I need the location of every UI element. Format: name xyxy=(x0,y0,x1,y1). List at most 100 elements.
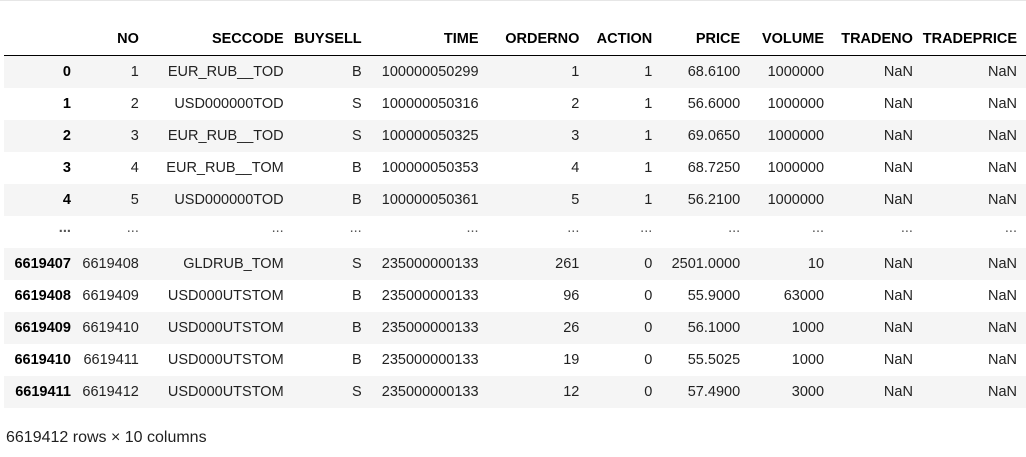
cell-tradeprice: NaN xyxy=(987,128,1017,144)
cell-price: 69.0650 xyxy=(687,128,741,144)
table-row: 2 3 EUR_RUB__TOD S 100000050325 3 1 69.0650 1000… xyxy=(4,120,1026,152)
cell-action: 1 xyxy=(644,64,653,80)
row-index: 6619411 xyxy=(15,384,71,400)
table-row: 6619409 6619410 USD000UTSTOM B 235000000133 2… xyxy=(4,312,1026,344)
cell-tradeprice: NaN xyxy=(987,160,1017,176)
header-buysell: BUYSELL xyxy=(292,24,371,56)
cell-volume: 63000 xyxy=(783,288,825,304)
cell-seccode: USD000000TOD xyxy=(174,96,284,112)
cell-tradeno: ... xyxy=(900,220,913,236)
cell-buysell: S xyxy=(351,128,362,144)
row-index: 4 xyxy=(62,192,71,208)
cell-volume: ... xyxy=(811,220,825,236)
cell-seccode: GLDRUB_TOM xyxy=(183,256,284,272)
cell-buysell: B xyxy=(351,320,362,336)
cell-action: 0 xyxy=(644,288,653,304)
cell-tradeno: NaN xyxy=(883,352,913,368)
cell-volume: 1000000 xyxy=(767,192,825,208)
ellipsis-row: ................................. xyxy=(4,216,1026,248)
cell-tradeno: NaN xyxy=(883,256,913,272)
cell-tradeprice: NaN xyxy=(987,192,1017,208)
cell-price: 56.6000 xyxy=(687,96,741,112)
cell-buysell: B xyxy=(351,288,362,304)
cell-orderno: 3 xyxy=(571,128,580,144)
cell-seccode: ... xyxy=(271,220,284,236)
cell-action: 0 xyxy=(644,320,653,336)
cell-tradeprice: NaN xyxy=(987,288,1017,304)
row-index: 3 xyxy=(62,160,71,176)
cell-volume: 1000000 xyxy=(767,64,825,80)
dataframe-shape-label: 6619412 rows × 10 columns xyxy=(6,429,207,446)
cell-seccode: USD000UTSTOM xyxy=(167,384,284,400)
row-index: 2 xyxy=(62,128,71,144)
cell-tradeno: NaN xyxy=(883,96,913,112)
cell-price: 56.1000 xyxy=(687,320,741,336)
header-action: ACTION xyxy=(588,24,662,56)
cell-seccode: USD000UTSTOM xyxy=(167,352,284,368)
cell-tradeno: NaN xyxy=(883,192,913,208)
cell-buysell: B xyxy=(351,64,362,80)
row-index: ... xyxy=(58,220,71,236)
cell-volume: 3000 xyxy=(791,384,825,400)
cell-volume: 1000000 xyxy=(767,128,825,144)
cell-volume: 1000 xyxy=(791,320,825,336)
cell-no: 6619408 xyxy=(82,256,139,272)
cell-action: 0 xyxy=(644,384,653,400)
header-time: TIME xyxy=(370,24,488,56)
row-index: 1 xyxy=(62,96,71,112)
header-tradeprice: TRADEPRICE xyxy=(921,24,1026,56)
cell-action: 1 xyxy=(644,96,653,112)
cell-buysell: B xyxy=(351,160,362,176)
cell-orderno: 12 xyxy=(563,384,580,400)
cell-no: 3 xyxy=(130,128,139,144)
cell-volume: 1000000 xyxy=(767,160,825,176)
cell-volume: 1000 xyxy=(791,352,825,368)
cell-tradeno: NaN xyxy=(883,288,913,304)
header-volume: VOLUME xyxy=(749,24,834,56)
table-row: 4 5 USD000000TOD B 100000050361 5 1 56.2100 1000… xyxy=(4,184,1026,216)
table-header: NO SECCODE BUYSELL TIME ORDERNO ACTION P… xyxy=(4,24,1026,56)
cell-no: 1 xyxy=(130,64,139,80)
cell-action: 0 xyxy=(644,256,653,272)
cell-buysell: S xyxy=(351,256,362,272)
cell-no: 5 xyxy=(130,192,139,208)
cell-tradeno: NaN xyxy=(883,384,913,400)
row-index: 6619410 xyxy=(14,352,71,368)
table-row: 6619407 6619408 GLDRUB_TOM S 235000000133 261… xyxy=(4,248,1026,280)
cell-tradeprice: NaN xyxy=(987,256,1017,272)
cell-price: 55.5025 xyxy=(687,352,741,368)
table-row: 6619408 6619409 USD000UTSTOM B 235000000133 9… xyxy=(4,280,1026,312)
cell-tradeno: NaN xyxy=(883,128,913,144)
cell-price: 57.4900 xyxy=(687,384,741,400)
cell-price: 56.2100 xyxy=(687,192,741,208)
cell-time: 235000000133 xyxy=(381,256,479,272)
cell-orderno: 5 xyxy=(571,192,580,208)
cell-seccode: USD000UTSTOM xyxy=(167,320,284,336)
table-row: 0 1 EUR_RUB__TOD B 100000050299 1 1 68.6100 1000… xyxy=(4,55,1026,88)
cell-orderno: 19 xyxy=(563,352,580,368)
table-row: 3 4 EUR_RUB__TOM B 100000050353 4 1 68.7250 1000… xyxy=(4,152,1026,184)
cell-seccode: EUR_RUB__TOM xyxy=(166,160,284,176)
cell-action: 1 xyxy=(644,160,653,176)
cell-no: ... xyxy=(126,220,139,236)
output-top-divider xyxy=(0,0,1026,1)
row-index: 6619407 xyxy=(14,256,71,272)
row-index: 6619409 xyxy=(14,320,71,336)
row-index: 0 xyxy=(62,64,71,80)
table-row: 6619411 6619412 USD000UTSTOM S 235000000133 1… xyxy=(4,376,1026,408)
cell-no: 2 xyxy=(130,96,139,112)
cell-volume: 10 xyxy=(807,256,825,272)
dataframe-table: NO SECCODE BUYSELL TIME ORDERNO ACTION P… xyxy=(4,24,1026,408)
cell-time: 100000050299 xyxy=(381,64,479,80)
cell-tradeprice: NaN xyxy=(987,384,1017,400)
cell-tradeno: NaN xyxy=(883,64,913,80)
cell-price: ... xyxy=(728,220,741,236)
cell-tradeprice: ... xyxy=(1004,220,1017,236)
cell-orderno: ... xyxy=(567,220,580,236)
cell-price: 68.7250 xyxy=(687,160,741,176)
cell-no: 6619411 xyxy=(83,352,139,368)
cell-buysell: S xyxy=(351,96,362,112)
cell-buysell: B xyxy=(351,352,362,368)
header-index xyxy=(4,24,80,56)
cell-tradeno: NaN xyxy=(883,160,913,176)
